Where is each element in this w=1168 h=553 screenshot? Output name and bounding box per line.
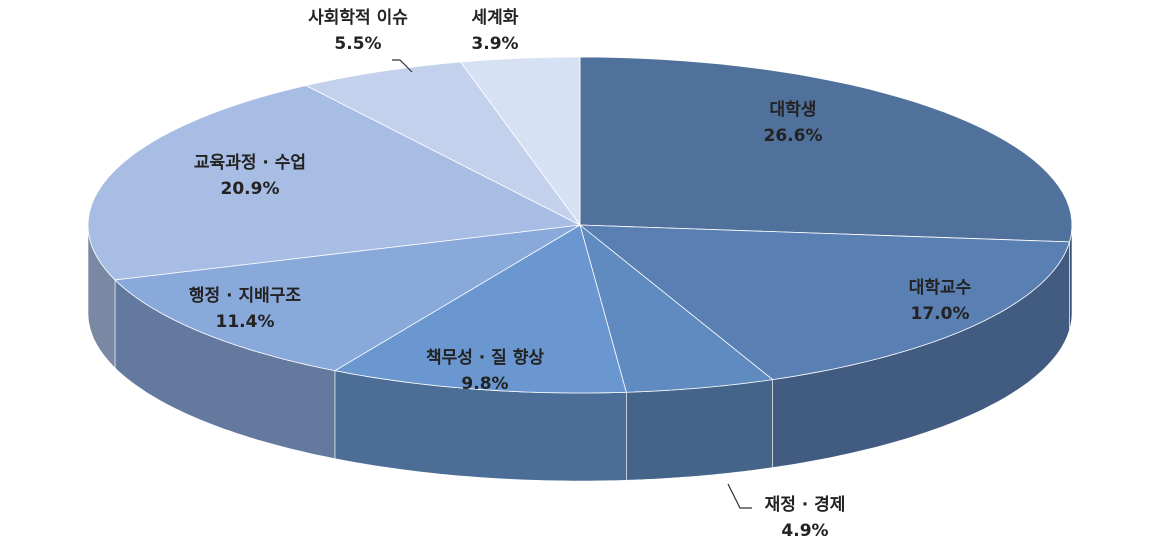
slice-value-label: 20.9% [221,179,280,199]
pie-slice [579,223,774,393]
slice-label: 사회학적 이슈 [308,8,408,28]
pie-slice [304,61,581,226]
slice-value-label: 9.8% [461,374,508,394]
slice-value-label: 17.0% [911,304,970,324]
pie-slice [459,56,581,227]
slice-label: 대학교수 [909,278,972,298]
slice-label: 대학생 [770,100,817,120]
pie-slice [579,56,1073,243]
slice-value-label: 3.9% [471,34,518,54]
slice-value-label: 4.9% [781,521,828,541]
slice-label: 책무성 · 질 향상 [426,347,544,368]
slice-value-label: 5.5% [334,34,381,54]
pie-slice-side [626,379,773,481]
slice-value-label: 11.4% [216,312,275,332]
slice-label: 세계화 [472,8,519,28]
pie-slice [87,85,582,281]
pie-slice [114,224,581,372]
slice-label: 교육과정 · 수업 [194,153,306,173]
leader-line [392,59,413,73]
slice-label: 행정 · 지배구조 [189,286,301,306]
pie-slice [333,224,627,394]
pie-slice [578,224,1071,381]
slice-label: 재정 · 경제 [765,495,846,515]
slice-value-label: 26.6% [764,126,823,146]
leader-line [727,483,752,509]
